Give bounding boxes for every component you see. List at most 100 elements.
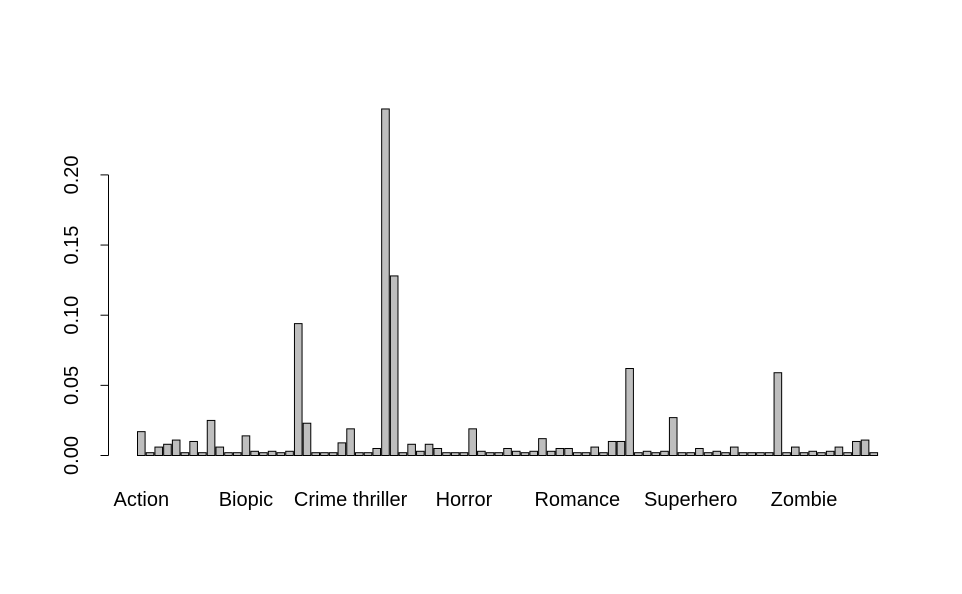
bar: [372, 447, 382, 456]
bar: [782, 452, 791, 457]
bar: [137, 431, 146, 456]
bar: [381, 108, 390, 457]
bar: [145, 452, 155, 457]
bar: [852, 440, 861, 457]
bar: [416, 450, 425, 457]
bar: [232, 452, 242, 457]
bar: [494, 452, 504, 457]
bar: [442, 452, 451, 457]
bar: [834, 446, 844, 456]
bar: [468, 428, 477, 456]
bar: [808, 450, 818, 457]
bar: [546, 450, 556, 457]
bar: [180, 452, 190, 457]
bar: [747, 452, 757, 457]
bar: [398, 452, 408, 457]
bar: [625, 368, 634, 457]
y-tick-label: 0.15: [61, 226, 83, 265]
bar: [738, 452, 748, 457]
bar: [634, 452, 643, 457]
bar: [712, 450, 722, 457]
bar: [259, 452, 268, 457]
bar: [171, 439, 181, 457]
bar: [285, 450, 294, 457]
bar: [311, 452, 320, 457]
bar: [241, 435, 251, 456]
bar: [764, 452, 774, 457]
bar: [363, 452, 373, 457]
bar: [686, 452, 695, 457]
bar: [869, 452, 879, 457]
category-label: Superhero: [644, 489, 737, 511]
category-label: Zombie: [771, 489, 838, 511]
bar: [459, 452, 469, 457]
bar: [276, 452, 286, 457]
bar: [450, 452, 460, 457]
category-labels: Action Biopic Crime thriller Horror Romance S…: [114, 489, 838, 511]
bar: [355, 452, 364, 457]
y-tick-label: 0.10: [61, 296, 83, 335]
bar: [729, 446, 739, 456]
bar: [599, 452, 608, 457]
bar: [511, 450, 521, 457]
bar: [477, 450, 486, 457]
bar: [668, 417, 678, 456]
bar: [433, 447, 443, 456]
y-tick-label: 0.20: [61, 155, 83, 194]
category-label: Romance: [534, 489, 620, 511]
bar: [703, 452, 713, 457]
bar: [756, 452, 765, 457]
bar: [616, 440, 626, 457]
y-tick-label: 0.05: [61, 366, 83, 405]
bar: [660, 450, 669, 457]
bar: [189, 440, 198, 457]
bar: [328, 452, 338, 457]
bar: [302, 422, 312, 457]
bar: [389, 275, 399, 457]
bar: [581, 452, 591, 457]
category-label: Action: [114, 489, 170, 511]
y-axis: 0.00 0.05 0.10 0.15 0.20: [61, 155, 109, 475]
bar: [485, 452, 495, 457]
bar: [520, 452, 530, 457]
bar: [573, 452, 582, 457]
bar: [590, 446, 600, 456]
bar: [817, 452, 826, 457]
bar: [860, 439, 870, 457]
bar: [267, 450, 277, 457]
bar: [721, 452, 730, 457]
bar: [224, 452, 233, 457]
bar: [642, 450, 652, 457]
bar: [293, 323, 303, 456]
bar: [163, 443, 172, 456]
y-tick-label: 0.00: [61, 436, 83, 475]
bar: [346, 428, 355, 456]
bar: [503, 447, 512, 456]
bars-group: [137, 108, 879, 457]
bar: [215, 446, 225, 456]
bar: [154, 446, 164, 456]
bar: [337, 442, 347, 456]
bar: [607, 440, 617, 457]
bar: [791, 446, 800, 456]
bar: [773, 372, 783, 456]
bar: [424, 443, 434, 456]
category-label: Biopic: [219, 489, 273, 511]
bar: [799, 452, 809, 457]
bar: [250, 450, 259, 457]
bar: [320, 452, 329, 457]
bar: [407, 443, 416, 456]
bar: [843, 452, 852, 457]
bar: [538, 438, 547, 457]
bar: [651, 452, 661, 457]
category-label: Crime thriller: [294, 489, 408, 511]
bar: [677, 452, 687, 457]
bar: [198, 452, 207, 457]
bar: [695, 447, 704, 456]
bar: [206, 419, 216, 456]
category-label: Horror: [436, 489, 493, 511]
bar: [529, 450, 539, 457]
bar: [564, 447, 573, 456]
